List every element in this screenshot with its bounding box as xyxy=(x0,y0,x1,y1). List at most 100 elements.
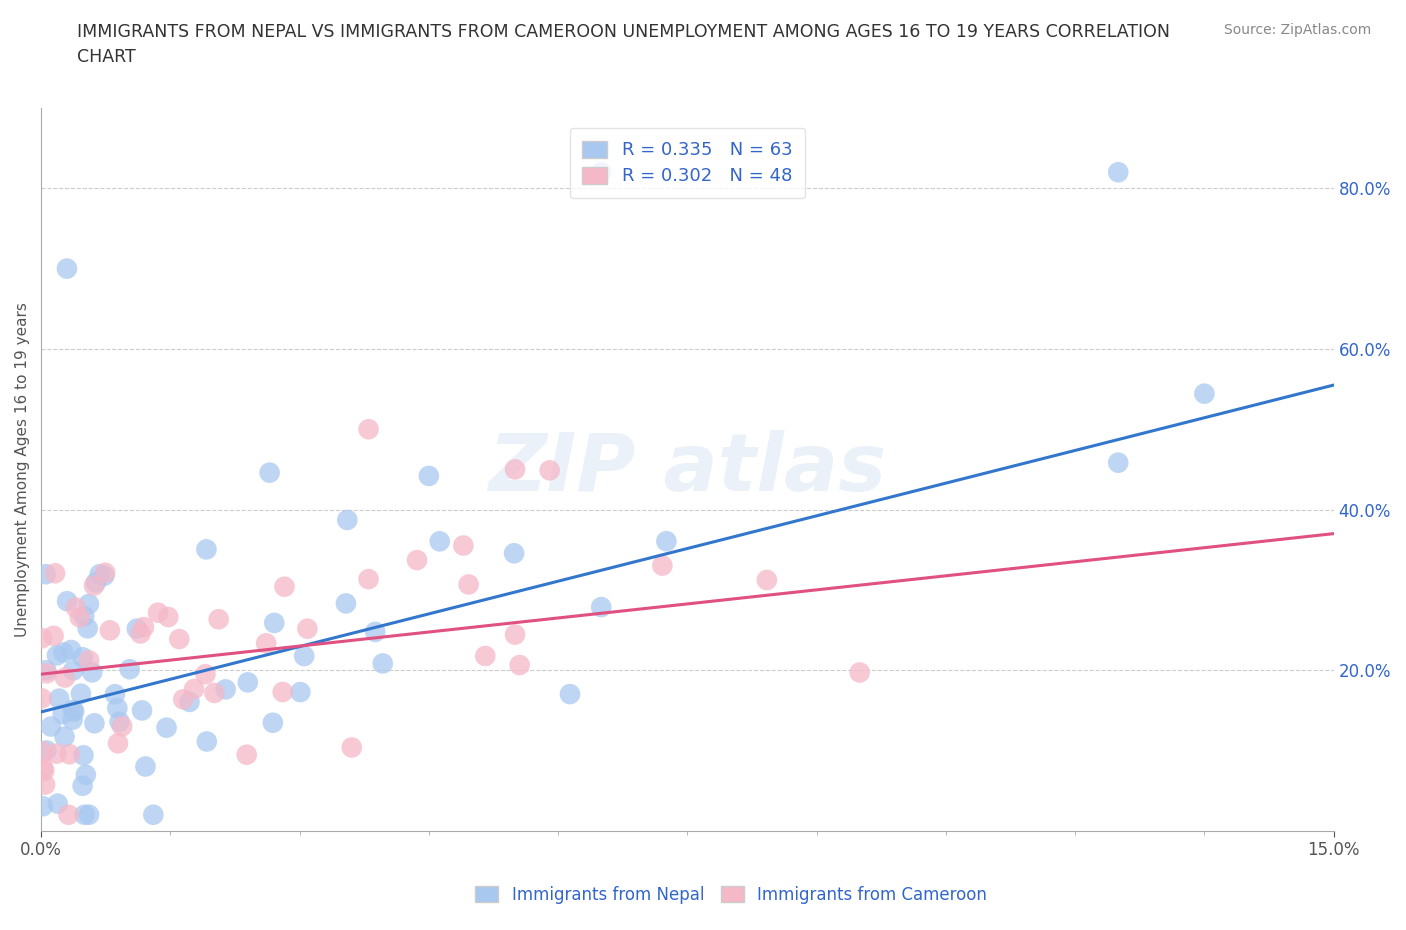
Point xyxy=(172,692,194,707)
Point xyxy=(418,469,440,484)
Point xyxy=(429,534,451,549)
Point xyxy=(125,621,148,636)
Point xyxy=(1194,386,1216,401)
Point xyxy=(195,734,218,749)
Point xyxy=(77,807,100,822)
Point xyxy=(591,600,613,615)
Y-axis label: Unemployment Among Ages 16 to 19 years: Unemployment Among Ages 16 to 19 years xyxy=(15,302,30,637)
Point xyxy=(755,573,778,588)
Point xyxy=(509,658,531,672)
Text: Source: ZipAtlas.com: Source: ZipAtlas.com xyxy=(1223,23,1371,37)
Point xyxy=(195,542,218,557)
Point xyxy=(262,715,284,730)
Point xyxy=(53,729,76,744)
Point xyxy=(46,796,69,811)
Point xyxy=(52,707,75,722)
Point xyxy=(271,684,294,699)
Point xyxy=(31,799,53,814)
Point xyxy=(83,716,105,731)
Point xyxy=(131,703,153,718)
Point xyxy=(204,685,226,700)
Point xyxy=(146,605,169,620)
Point xyxy=(848,665,870,680)
Point xyxy=(60,643,83,658)
Text: ZIP atlas: ZIP atlas xyxy=(488,431,886,509)
Point xyxy=(72,748,94,763)
Point xyxy=(558,686,581,701)
Legend: R = 0.335   N = 63, R = 0.302   N = 48: R = 0.335 N = 63, R = 0.302 N = 48 xyxy=(569,127,806,198)
Point xyxy=(45,746,67,761)
Point xyxy=(406,552,429,567)
Point xyxy=(655,534,678,549)
Point xyxy=(44,565,66,580)
Point xyxy=(214,682,236,697)
Point xyxy=(107,736,129,751)
Point xyxy=(75,767,97,782)
Point xyxy=(32,761,55,776)
Point xyxy=(208,612,231,627)
Point xyxy=(52,645,75,660)
Point xyxy=(105,700,128,715)
Point xyxy=(73,609,96,624)
Point xyxy=(39,719,62,734)
Point xyxy=(32,744,55,759)
Point xyxy=(538,463,561,478)
Point xyxy=(58,807,80,822)
Point xyxy=(35,666,58,681)
Point xyxy=(155,720,177,735)
Point xyxy=(651,558,673,573)
Point xyxy=(118,662,141,677)
Point xyxy=(62,712,84,727)
Point xyxy=(263,616,285,631)
Point xyxy=(56,593,79,608)
Point xyxy=(503,546,526,561)
Point xyxy=(336,512,359,527)
Point xyxy=(62,702,84,717)
Point xyxy=(94,565,117,580)
Point xyxy=(93,568,115,583)
Point xyxy=(35,663,58,678)
Point xyxy=(89,566,111,581)
Point xyxy=(82,665,104,680)
Point xyxy=(236,675,259,690)
Point xyxy=(70,686,93,701)
Point xyxy=(254,636,277,651)
Point xyxy=(72,650,94,665)
Point xyxy=(453,538,475,553)
Point xyxy=(194,667,217,682)
Point xyxy=(59,747,82,762)
Point xyxy=(297,621,319,636)
Point xyxy=(83,578,105,593)
Point xyxy=(1107,165,1129,179)
Point xyxy=(104,686,127,701)
Point xyxy=(129,626,152,641)
Point xyxy=(65,600,87,615)
Point xyxy=(290,684,312,699)
Point xyxy=(503,462,526,477)
Point xyxy=(364,624,387,639)
Point xyxy=(142,807,165,822)
Point xyxy=(273,579,295,594)
Point xyxy=(235,747,257,762)
Point xyxy=(167,631,190,646)
Point xyxy=(340,740,363,755)
Point xyxy=(134,759,156,774)
Point xyxy=(259,465,281,480)
Point xyxy=(63,704,86,719)
Legend: Immigrants from Nepal, Immigrants from Cameroon: Immigrants from Nepal, Immigrants from C… xyxy=(468,879,994,910)
Point xyxy=(72,778,94,793)
Point xyxy=(34,777,56,792)
Point xyxy=(457,577,479,591)
Text: IMMIGRANTS FROM NEPAL VS IMMIGRANTS FROM CAMEROON UNEMPLOYMENT AMONG AGES 16 TO : IMMIGRANTS FROM NEPAL VS IMMIGRANTS FROM… xyxy=(77,23,1170,66)
Point xyxy=(31,631,53,645)
Point xyxy=(31,691,53,706)
Point xyxy=(357,572,380,587)
Point xyxy=(591,165,613,179)
Point xyxy=(48,691,70,706)
Point xyxy=(32,764,55,778)
Point xyxy=(45,648,67,663)
Point xyxy=(357,422,380,437)
Point xyxy=(503,627,526,642)
Point xyxy=(1107,455,1129,470)
Point xyxy=(35,743,58,758)
